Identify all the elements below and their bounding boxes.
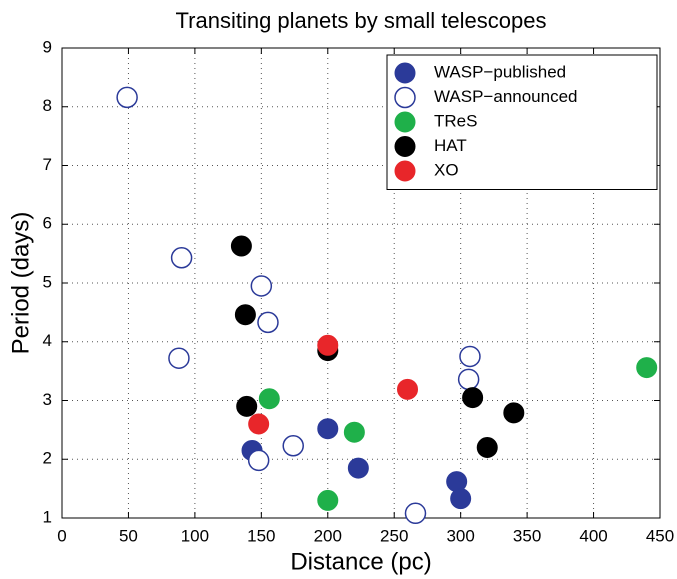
marker	[343, 421, 365, 443]
legend-marker	[394, 111, 416, 133]
x-tick-label: 200	[314, 526, 342, 545]
marker	[503, 402, 525, 424]
marker	[636, 357, 658, 379]
x-tick-label: 50	[119, 526, 138, 545]
y-tick-label: 8	[43, 96, 52, 115]
x-axis-label: Distance (pc)	[290, 548, 431, 575]
legend-marker	[394, 62, 416, 84]
legend-marker	[394, 160, 416, 182]
x-tick-label: 250	[380, 526, 408, 545]
marker	[230, 235, 252, 257]
marker	[170, 246, 193, 269]
y-tick-label: 5	[43, 272, 52, 291]
legend-marker	[394, 86, 416, 109]
marker	[317, 489, 339, 511]
y-tick-label: 3	[43, 390, 52, 409]
marker	[282, 434, 304, 457]
marker	[462, 387, 484, 409]
legend-box	[386, 54, 658, 190]
plot-frame	[61, 47, 661, 519]
marker	[257, 311, 279, 334]
legend-label: WASP−published	[434, 62, 566, 81]
x-tick-label: 0	[57, 526, 66, 545]
y-tick-label: 7	[43, 155, 52, 174]
x-tick-label: 100	[181, 526, 209, 545]
chart-title: Transiting planets by small telescopes	[176, 8, 547, 33]
marker	[404, 502, 427, 525]
marker	[476, 437, 498, 458]
marker	[450, 488, 472, 510]
y-tick-label: 9	[43, 37, 52, 56]
legend-label: XO	[434, 160, 459, 179]
marker	[457, 368, 480, 391]
y-tick-label: 2	[43, 449, 52, 468]
y-tick-label: 1	[43, 507, 52, 526]
marker	[258, 388, 280, 410]
x-tick-label: 150	[247, 526, 275, 545]
y-axis-label: Period (days)	[7, 212, 34, 355]
legend: WASP−published WASP−announced TReS HAT XO	[386, 54, 658, 190]
marker	[247, 449, 270, 472]
marker	[234, 304, 256, 326]
marker	[248, 413, 270, 435]
y-tick-label: 6	[43, 214, 52, 233]
legend-marker	[394, 136, 416, 157]
legend-label: WASP−announced	[434, 87, 578, 106]
y-tick-label: 4	[43, 331, 52, 350]
marker	[347, 457, 369, 479]
legend-label: TReS	[434, 111, 477, 130]
marker	[317, 334, 339, 356]
x-tick-label: 450	[646, 526, 674, 545]
marker	[250, 275, 273, 297]
legend-label: HAT	[434, 136, 467, 155]
marker	[116, 86, 138, 109]
marker	[317, 418, 339, 440]
marker	[397, 378, 419, 400]
marker	[168, 347, 190, 369]
marker	[236, 395, 258, 417]
marker	[459, 345, 481, 368]
x-tick-label: 400	[579, 526, 607, 545]
x-tick-label: 350	[513, 526, 541, 545]
x-tick-label: 300	[446, 526, 474, 545]
